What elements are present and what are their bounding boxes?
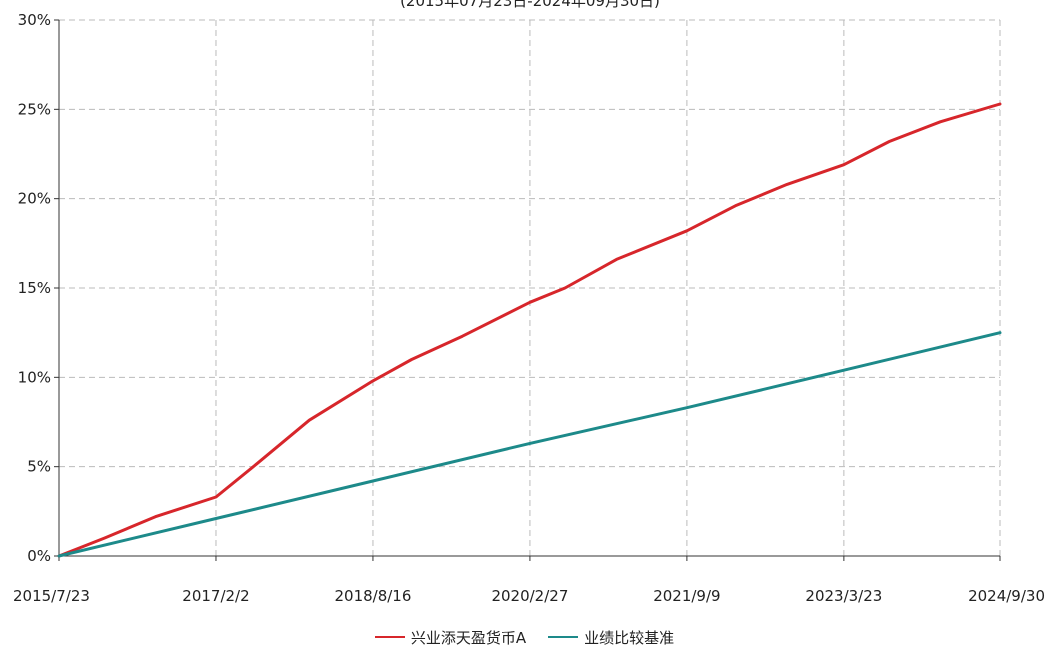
y-tick-label: 15%: [18, 279, 51, 297]
legend-swatch: [548, 636, 579, 638]
x-tick-label: 2015/7/23: [13, 587, 90, 605]
y-tick-label: 25%: [18, 100, 51, 118]
y-tick-label: 10%: [18, 368, 51, 386]
y-tick-label: 30%: [18, 11, 51, 29]
x-tick-label: 2018/8/16: [334, 587, 411, 605]
legend-label: 业绩比较基准: [584, 628, 675, 647]
series-group: [57, 102, 1002, 558]
chart-title: (2015年07月23日-2024年09月30日): [400, 0, 660, 10]
x-tick-label: 2024/9/30: [968, 587, 1045, 605]
legend: 兴业添天盈货币A 业绩比较基准: [0, 625, 1049, 649]
axes: [54, 19, 1001, 561]
y-tick-label: 20%: [18, 190, 51, 208]
y-tick-label: 5%: [27, 458, 51, 476]
grid: [59, 19, 1001, 556]
x-tick-label: 2020/2/27: [491, 587, 568, 605]
x-tick-label: 2021/9/9: [653, 587, 720, 605]
legend-swatch: [374, 636, 405, 638]
legend-item-1: 业绩比较基准: [548, 627, 674, 648]
legend-label: 兴业添天盈货币A: [410, 628, 527, 647]
x-tick-label: 2017/2/2: [182, 587, 249, 605]
ticks: 0% 5% 10% 15% 20% 25% 30% 2015/7/23 2017/2/2 2018…: [13, 11, 1045, 605]
y-tick-label: 0%: [27, 547, 51, 565]
legend-item-0: 兴业添天盈货币A: [374, 627, 527, 648]
x-tick-label: 2023/3/23: [805, 587, 882, 605]
